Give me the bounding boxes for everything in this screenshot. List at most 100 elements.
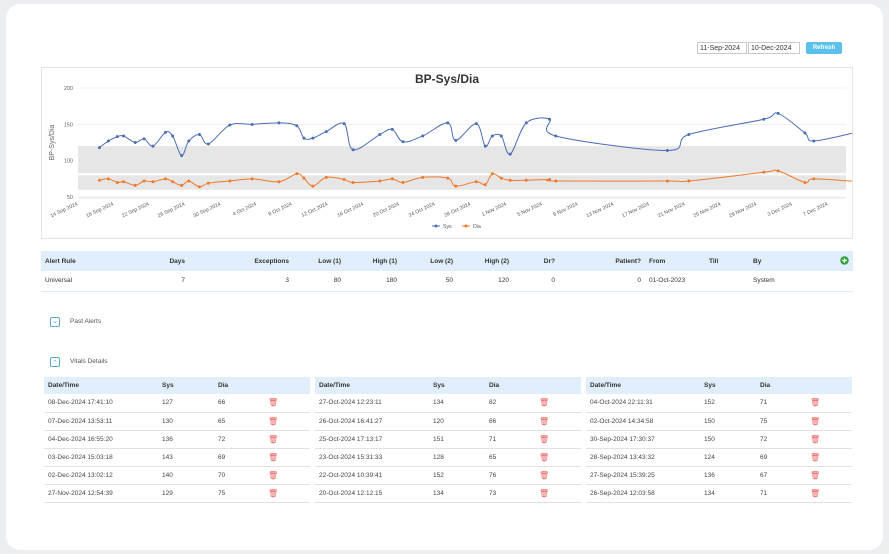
trash-icon[interactable]: 🗑 bbox=[810, 416, 821, 426]
alert-dr-cell: 0 bbox=[513, 271, 559, 292]
vitals-details-collapse-icon[interactable]: ⌃ bbox=[50, 357, 60, 367]
trash-icon[interactable]: 🗑 bbox=[810, 452, 821, 462]
trash-icon[interactable]: 🗑 bbox=[539, 470, 550, 480]
alert-col-by: By bbox=[749, 251, 835, 271]
alert-low2-cell: 50 bbox=[401, 271, 457, 292]
vitals-sys-cell: 134 bbox=[429, 484, 485, 503]
trash-icon[interactable]: 🗑 bbox=[810, 434, 821, 444]
alert-from-cell: 01-Oct-2023 bbox=[645, 271, 705, 292]
x-tick-label: 16 Oct 2024 bbox=[336, 201, 364, 218]
alert-low1-cell: 80 bbox=[293, 271, 345, 292]
vitals-delete-cell: 🗑 bbox=[806, 394, 852, 413]
trash-icon[interactable]: 🗑 bbox=[268, 488, 279, 498]
data-point-dia bbox=[295, 172, 299, 176]
alert-col-rule: Alert Rule bbox=[41, 251, 141, 271]
alert-till-cell bbox=[705, 271, 749, 292]
trash-icon[interactable]: 🗑 bbox=[539, 398, 550, 408]
data-point-sys bbox=[401, 140, 405, 144]
vitals-datetime-cell: 07-Dec-2024 13:53:11 bbox=[44, 412, 158, 431]
trash-icon[interactable]: 🗑 bbox=[810, 398, 821, 408]
vitals-delete-cell: 🗑 bbox=[806, 430, 852, 449]
vitals-dia-cell: 76 bbox=[485, 466, 535, 485]
data-point-dia bbox=[151, 180, 155, 184]
vitals-delete-cell: 🗑 bbox=[264, 448, 310, 467]
vitals-delete-cell: 🗑 bbox=[535, 412, 581, 431]
vitals-dia-cell: 72 bbox=[756, 430, 806, 449]
vitals-row: 07-Dec-2024 13:53:11 130 65 🗑 bbox=[44, 412, 310, 431]
vitals-row: 26-Sep-2024 12:03:58 134 71 🗑 bbox=[586, 484, 852, 503]
trash-icon[interactable]: 🗑 bbox=[539, 416, 550, 426]
vitals-col-dia: Dia bbox=[485, 377, 535, 394]
vitals-sys-cell: 152 bbox=[700, 394, 756, 413]
data-point-sys bbox=[187, 139, 191, 143]
trash-icon[interactable]: 🗑 bbox=[268, 470, 279, 480]
x-tick-label: 30 Sep 2024 bbox=[193, 201, 222, 219]
vitals-header-row: Date/Time Sys Dia bbox=[586, 377, 852, 394]
trash-icon[interactable]: 🗑 bbox=[539, 434, 550, 444]
vitals-delete-cell: 🗑 bbox=[806, 412, 852, 431]
data-point-sys bbox=[142, 137, 146, 141]
trash-icon[interactable]: 🗑 bbox=[268, 398, 279, 408]
x-tick-label: 17 Nov 2024 bbox=[621, 201, 650, 219]
data-point-dia bbox=[206, 181, 210, 185]
data-point-dia bbox=[762, 170, 766, 174]
data-point-sys bbox=[454, 138, 458, 142]
data-point-dia bbox=[311, 184, 315, 188]
vitals-details-label[interactable]: Vitals Details bbox=[70, 358, 108, 365]
to-date-input[interactable] bbox=[748, 42, 800, 54]
past-alerts-label[interactable]: Past Alerts bbox=[70, 318, 102, 325]
vitals-delete-cell: 🗑 bbox=[264, 430, 310, 449]
refresh-button[interactable]: Refresh bbox=[806, 42, 842, 54]
vitals-table-2: Date/Time Sys Dia 27-Oct-2024 12:23:11 134 82… bbox=[315, 377, 581, 503]
trash-icon[interactable]: 🗑 bbox=[810, 488, 821, 498]
trash-icon[interactable]: 🗑 bbox=[539, 452, 550, 462]
x-tick-label: 13 Nov 2024 bbox=[585, 201, 614, 219]
vitals-header-row: Date/Time Sys Dia bbox=[315, 377, 581, 394]
trash-icon[interactable]: 🗑 bbox=[268, 434, 279, 444]
trash-icon[interactable]: 🗑 bbox=[539, 488, 550, 498]
trash-icon[interactable]: 🗑 bbox=[810, 470, 821, 480]
alert-header-row: Alert Rule Days Exceptions Low (1) High … bbox=[41, 251, 853, 271]
alert-rule-cell: Universal bbox=[41, 271, 141, 292]
vitals-col-action bbox=[806, 377, 852, 394]
legend-marker-sys bbox=[434, 224, 438, 228]
vitals-dia-cell: 71 bbox=[756, 484, 806, 503]
trash-icon[interactable]: 🗑 bbox=[268, 452, 279, 462]
data-point-sys bbox=[687, 133, 691, 137]
vitals-datetime-cell: 28-Sep-2024 13:43:32 bbox=[586, 448, 700, 467]
vitals-datetime-cell: 27-Oct-2024 12:23:11 bbox=[315, 394, 429, 413]
y-tick-label: 200 bbox=[64, 86, 73, 92]
past-alerts-expand-icon[interactable]: ⌄ bbox=[50, 317, 60, 327]
vitals-row: 28-Sep-2024 13:43:32 124 69 🗑 bbox=[586, 448, 852, 467]
x-tick-label: 25 Nov 2024 bbox=[693, 201, 722, 219]
data-point-sys bbox=[97, 146, 101, 150]
data-point-dia bbox=[187, 179, 191, 183]
chart-plot: 200 150 100 50 BP-Sys/Dia 14 Sep 2024 18 Sep 2… bbox=[49, 86, 852, 230]
y-tick-label: 50 bbox=[67, 195, 73, 201]
x-tick-label: 29 Nov 2024 bbox=[728, 201, 757, 219]
data-point-dia bbox=[490, 172, 494, 176]
vitals-datetime-cell: 27-Sep-2024 15:39:25 bbox=[586, 466, 700, 485]
vitals-sys-cell: 134 bbox=[700, 484, 756, 503]
vitals-col-dia: Dia bbox=[756, 377, 806, 394]
x-tick-label: 24 Oct 2024 bbox=[408, 201, 436, 218]
alert-empty-cell bbox=[835, 271, 853, 292]
alert-col-till: Till bbox=[705, 251, 749, 271]
x-tick-label: 28 Oct 2024 bbox=[444, 201, 472, 218]
from-date-input[interactable] bbox=[697, 42, 747, 54]
vitals-sys-cell: 129 bbox=[158, 484, 214, 503]
data-point-dia bbox=[250, 177, 254, 181]
x-tick-label: 4 Oct 2024 bbox=[232, 201, 258, 217]
vitals-row: 20-Oct-2024 12:12:15 134 73 🗑 bbox=[315, 484, 581, 503]
data-point-sys bbox=[665, 148, 669, 152]
vitals-dia-cell: 82 bbox=[485, 394, 535, 413]
alert-rules-table: Alert Rule Days Exceptions Low (1) High … bbox=[41, 251, 853, 292]
data-point-dia bbox=[483, 183, 487, 187]
data-point-sys bbox=[180, 154, 184, 158]
data-point-dia bbox=[776, 169, 780, 173]
trash-icon[interactable]: 🗑 bbox=[268, 416, 279, 426]
vitals-sys-cell: 136 bbox=[158, 430, 214, 449]
alert-col-low2: Low (2) bbox=[401, 251, 457, 271]
vitals-col-datetime: Date/Time bbox=[44, 377, 158, 394]
add-alert-icon[interactable] bbox=[839, 255, 849, 265]
